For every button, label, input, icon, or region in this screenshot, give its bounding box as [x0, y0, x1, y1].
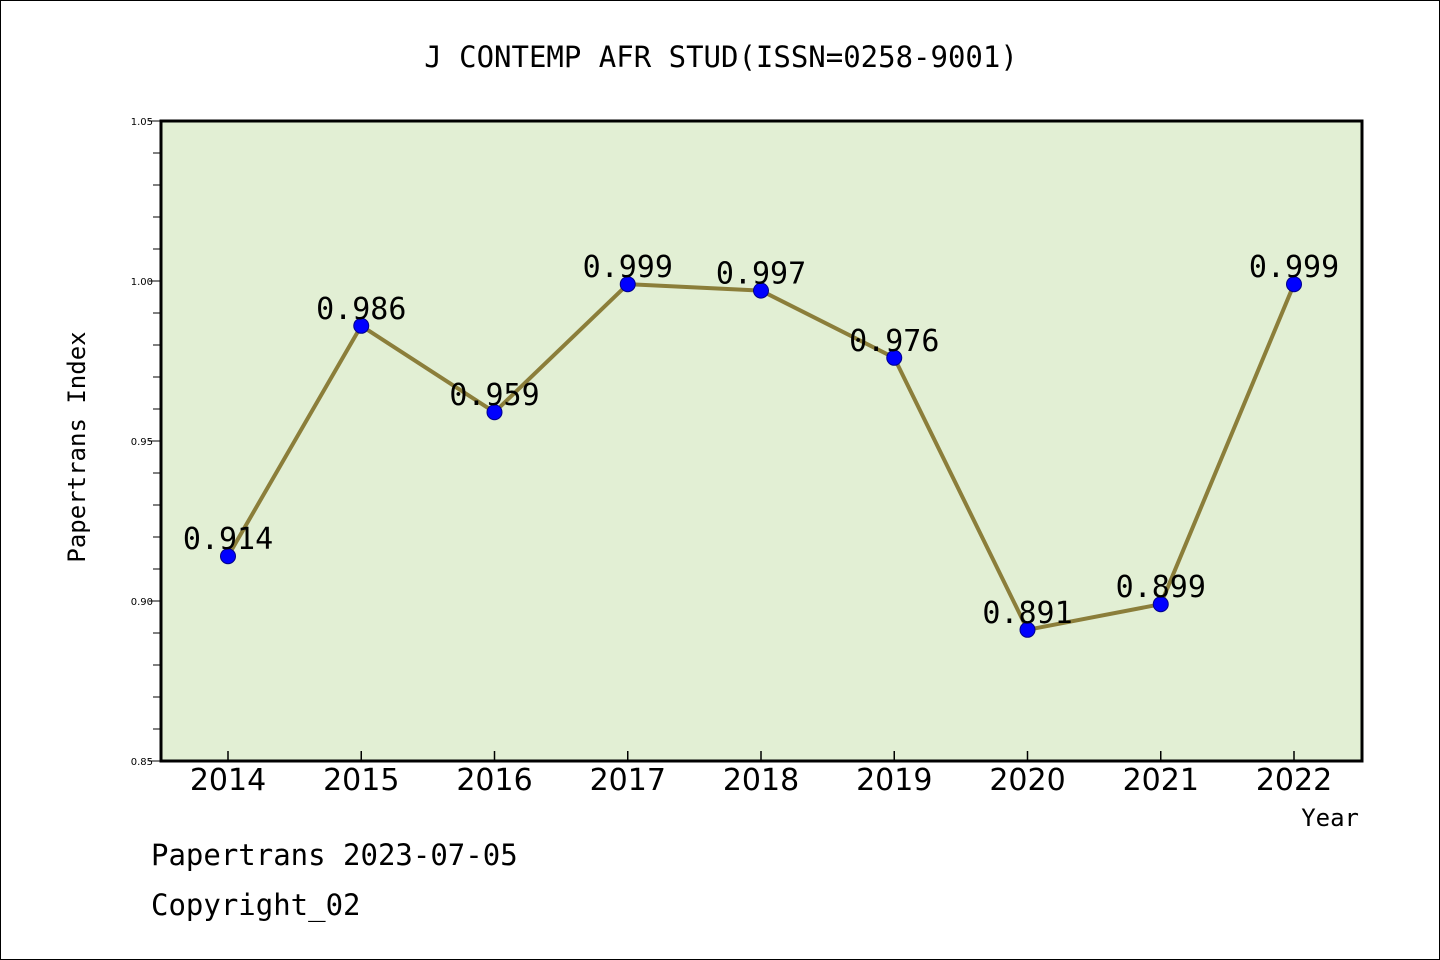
- x-tick-label: 2014: [190, 763, 266, 798]
- data-point: [1019, 621, 1036, 638]
- x-tick-label: 2015: [323, 763, 399, 798]
- data-label: 0.891: [982, 596, 1072, 631]
- data-label: 0.899: [1116, 570, 1206, 605]
- x-tick-label: 2016: [456, 763, 532, 798]
- data-point: [753, 282, 769, 299]
- data-label: 0.959: [449, 378, 539, 413]
- y-tick-label: 1.05: [131, 117, 153, 128]
- footer-copyright: Copyright_02: [151, 888, 361, 923]
- data-label: 0.999: [1249, 250, 1339, 285]
- data-point: [353, 317, 370, 334]
- y-axis: 0.85 0.90 0.95 1.00 1.05: [131, 117, 161, 768]
- data-point: [886, 349, 903, 366]
- x-axis-label: Year: [1301, 804, 1359, 832]
- y-tick-label: 0.95: [131, 437, 153, 448]
- plot-area: [159, 119, 1364, 763]
- x-axis: 2014 2015 2016 2017 2018 2019 2020 2021 2022: [190, 751, 1332, 798]
- x-tick-label: 2017: [590, 763, 666, 798]
- data-label: 0.999: [583, 250, 673, 285]
- data-point: [1286, 276, 1302, 293]
- data-point: [619, 276, 636, 293]
- x-tick-label: 2021: [1123, 763, 1199, 798]
- series-line-group: 0.914 0.986 0.959 0.999 0.997 0.976 0.891 0.899…: [183, 250, 1339, 638]
- y-tick-label: 0.90: [131, 597, 153, 608]
- y-axis-label: Papertrans Index: [63, 331, 91, 562]
- data-label: 0.997: [716, 257, 806, 292]
- data-label: 0.986: [316, 292, 406, 327]
- y-tick-label: 1.00: [131, 277, 153, 288]
- footer-date: Papertrans 2023-07-05: [151, 838, 518, 872]
- data-point: [1152, 596, 1169, 613]
- data-point: [486, 404, 503, 421]
- data-point: [220, 548, 236, 565]
- data-label: 0.914: [183, 522, 273, 557]
- y-tick-label: 0.85: [131, 757, 153, 768]
- data-label: 0.976: [849, 324, 939, 359]
- x-tick-label: 2022: [1256, 763, 1332, 798]
- chart-title: J CONTEMP AFR STUD(ISSN=0258-9001): [424, 40, 1018, 74]
- x-tick-label: 2019: [856, 763, 932, 798]
- x-tick-label: 2018: [723, 763, 799, 798]
- x-tick-label: 2020: [989, 763, 1065, 798]
